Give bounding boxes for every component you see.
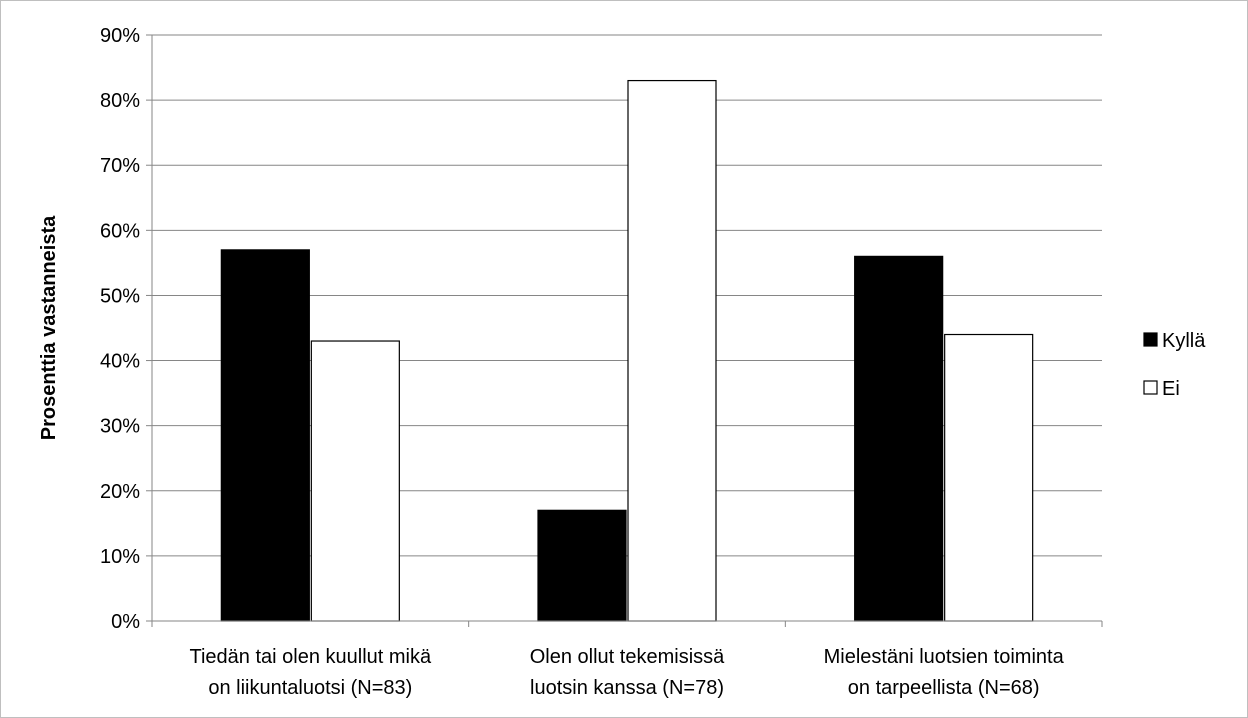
x-category-label: on liikuntaluotsi (N=83): [208, 677, 412, 699]
y-axis-title: Prosenttia vastanneista: [38, 215, 60, 440]
x-category-label: on tarpeellista (N=68): [848, 677, 1040, 699]
bars: [220, 79, 1034, 622]
y-tick-label: 10%: [100, 546, 140, 568]
y-tick-label: 60%: [100, 220, 140, 242]
legend-swatch: [1143, 380, 1158, 395]
y-tick-label: 90%: [100, 25, 140, 47]
legend: Kyllä Ei: [1143, 330, 1206, 400]
legend-label: Kyllä: [1162, 330, 1206, 352]
y-tick-label: 80%: [100, 90, 140, 112]
bar-ei: [627, 79, 717, 622]
y-tick-label: 30%: [100, 416, 140, 438]
y-tick-label: 50%: [100, 285, 140, 307]
legend-swatch: [1143, 332, 1158, 347]
x-category-labels: Tiedän tai olen kuullut mikä on liikuntal…: [190, 646, 1065, 699]
bar-kyllä: [854, 255, 944, 622]
y-tick-labels: 0% 10% 20% 30% 40% 50% 60% 70% 80% 90%: [100, 25, 140, 633]
x-category-label: Mielestäni luotsien toiminta: [824, 646, 1065, 668]
y-tick-label: 70%: [100, 155, 140, 177]
gridlines: [146, 34, 1102, 622]
x-category-label: Olen ollut tekemisissä: [530, 646, 725, 668]
x-category-label: Tiedän tai olen kuullut mikä: [190, 646, 432, 668]
bar-ei: [310, 340, 400, 622]
y-tick-label: 40%: [100, 351, 140, 373]
bar-kyllä: [220, 249, 310, 622]
legend-label: Ei: [1162, 378, 1180, 400]
axes: [151, 35, 1103, 627]
bar-kyllä: [537, 509, 627, 622]
y-tick-label: 20%: [100, 481, 140, 503]
bar-ei: [944, 333, 1034, 622]
y-tick-label: 0%: [111, 611, 140, 633]
x-category-label: luotsin kanssa (N=78): [530, 677, 724, 699]
